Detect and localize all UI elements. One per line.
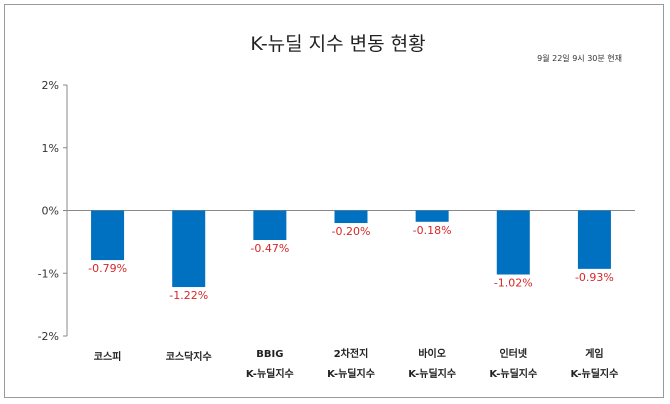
bar — [172, 210, 206, 288]
data-label: -0.20% — [332, 225, 371, 238]
bar — [334, 210, 368, 224]
y-tick-label: 1% — [42, 142, 59, 155]
data-label: -0.47% — [250, 242, 289, 255]
bar — [415, 210, 449, 222]
category-label: K-뉴딜지수 — [408, 367, 456, 380]
category-label: 코스피 — [94, 350, 122, 363]
y-tick-label: 2% — [42, 79, 59, 92]
category-label: K-뉴딜지수 — [327, 367, 375, 380]
data-label: -1.22% — [169, 289, 208, 302]
y-tick-label: -2% — [38, 330, 59, 343]
data-label: -0.18% — [413, 224, 452, 237]
category-label: BBIG — [256, 349, 283, 360]
timestamp-note: 9월 22일 9시 30분 현재 — [537, 53, 622, 63]
category-label: K-뉴딜지수 — [489, 367, 537, 380]
bar — [253, 210, 287, 240]
y-tick-label: -1% — [38, 267, 59, 280]
category-label: 2차전지 — [334, 347, 369, 360]
y-tick-label: 0% — [42, 205, 59, 218]
category-label: 코스닥지수 — [166, 350, 212, 363]
data-label: -0.79% — [88, 262, 127, 275]
chart-title: K-뉴딜 지수 변동 현황 — [250, 33, 425, 55]
data-label: -0.93% — [575, 271, 614, 284]
category-label: K-뉴딜지수 — [571, 367, 619, 380]
category-label: 바이오 — [418, 347, 446, 360]
category-label: K-뉴딜지수 — [246, 367, 294, 380]
chart-frame — [4, 4, 664, 398]
category-label: 인터넷 — [499, 347, 527, 360]
category-label: 게임 — [585, 347, 603, 360]
bar — [577, 210, 611, 269]
data-label: -1.02% — [494, 277, 533, 290]
bar — [496, 210, 530, 275]
bar — [91, 210, 125, 261]
